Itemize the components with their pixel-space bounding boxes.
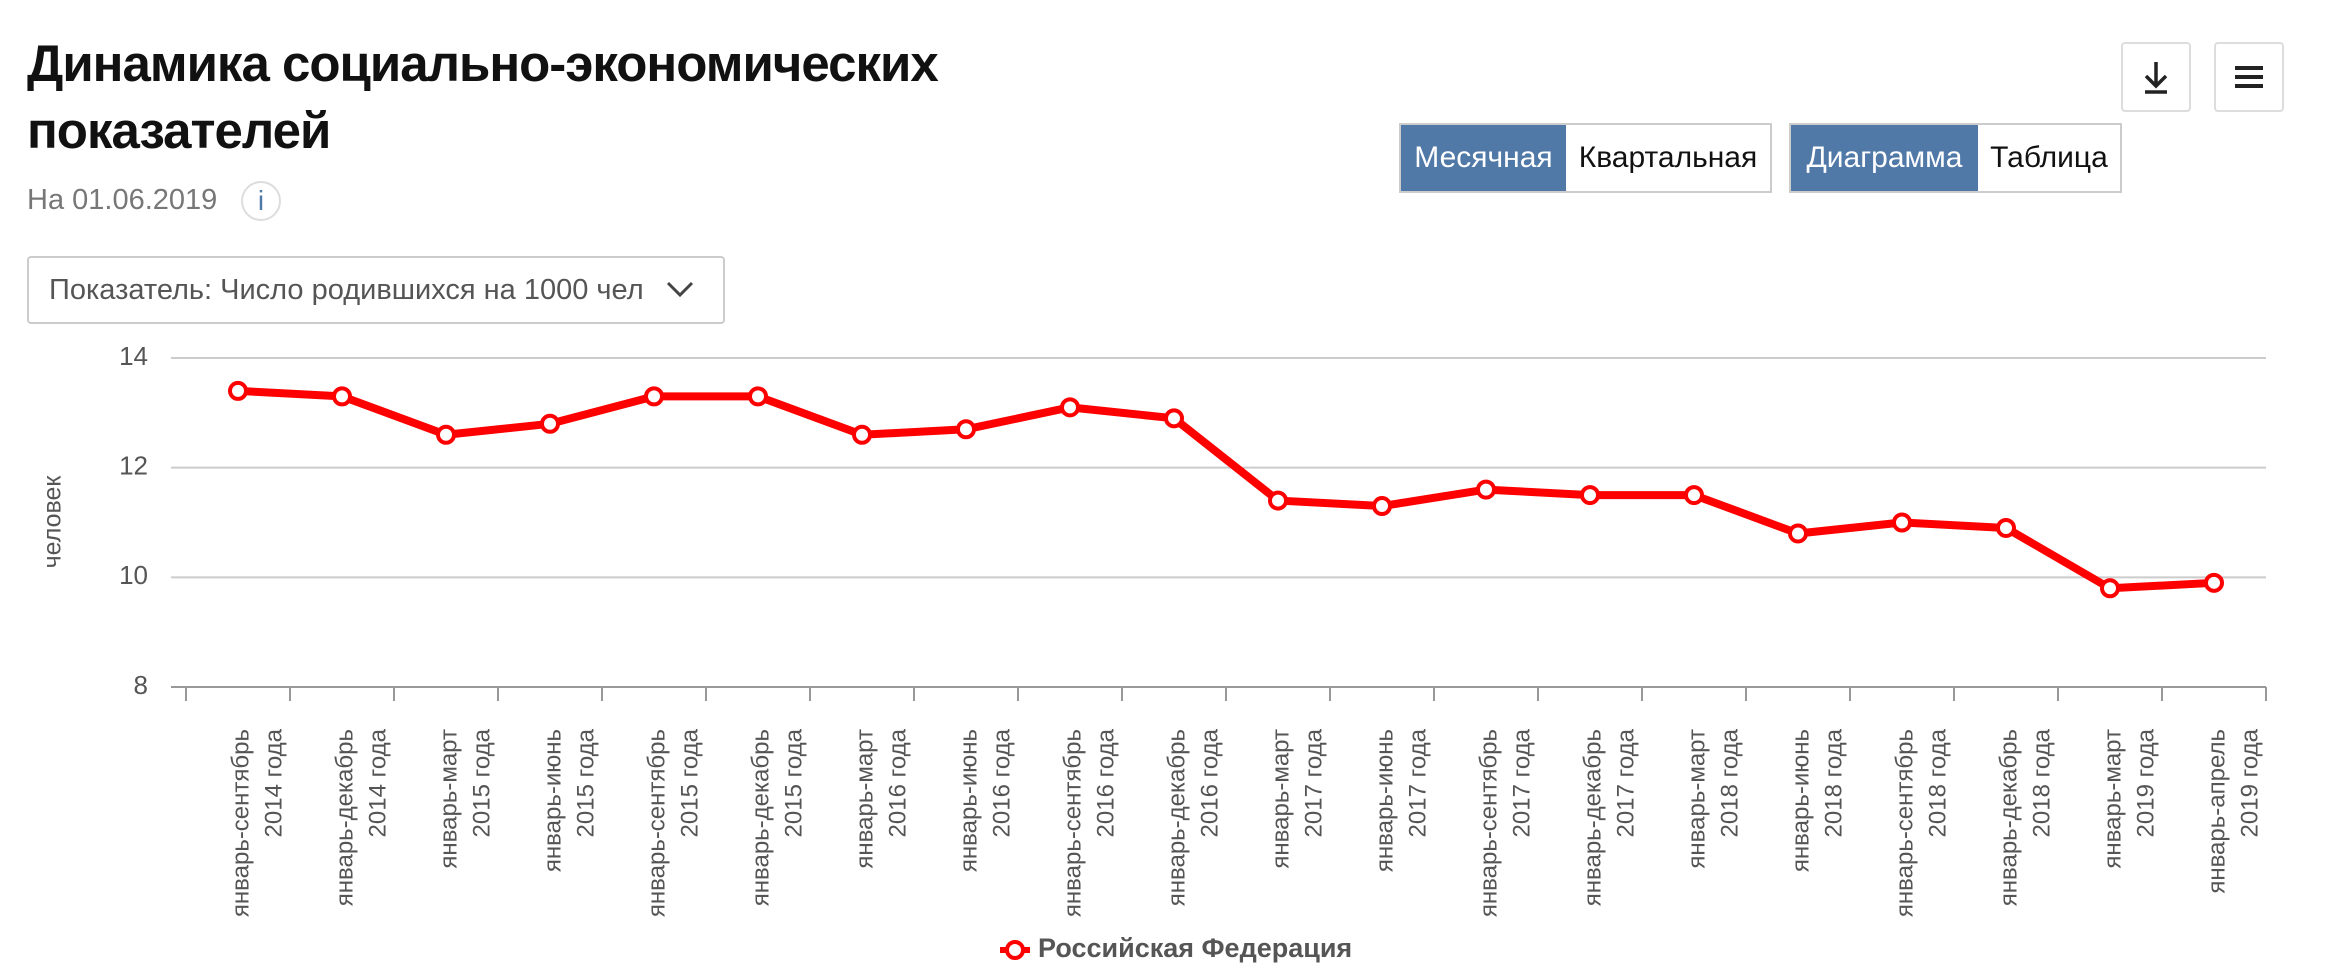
x-tick-label: январь-декабрь — [331, 729, 358, 906]
menu-button[interactable] — [2214, 42, 2284, 112]
point — [956, 419, 976, 440]
x-tick-label: январь-декабрь — [1995, 729, 2022, 906]
x-tick-label: 2017 года — [1404, 728, 1431, 837]
y-tick-label: 14 — [119, 341, 148, 371]
view-button[interactable]: Диаграмма — [1791, 125, 1978, 191]
x-tick-label: 2015 года — [572, 728, 599, 837]
x-tick-label: 2017 года — [1612, 728, 1639, 837]
point — [644, 386, 664, 407]
info-button[interactable]: i — [241, 181, 281, 221]
x-tick-label: январь-сентябрь — [227, 729, 254, 917]
x-tick-label: 2014 года — [364, 728, 391, 837]
period-button[interactable]: Квартальная — [1578, 141, 1758, 174]
point — [1788, 523, 1808, 544]
download-icon — [2144, 62, 2168, 94]
period-toggle: Месячная Квартальная — [1399, 123, 1772, 193]
x-tick-label: 2019 года — [2236, 728, 2263, 837]
x-tick-label: 2018 года — [1924, 728, 1951, 837]
x-tick-label: январь-сентябрь — [643, 729, 670, 917]
dropdown-text: Показатель: Число родившихся на 1000 чел — [49, 274, 644, 306]
point — [1892, 512, 1912, 533]
x-tick-label: 2019 года — [2132, 728, 2159, 837]
x-tick-label: 2014 года — [260, 728, 287, 837]
x-tick-label: январь-сентябрь — [1059, 729, 1086, 917]
x-tick-label: январь-июнь — [539, 729, 566, 872]
point — [332, 386, 352, 407]
point — [1060, 397, 1080, 418]
period-button[interactable]: Месячная — [1401, 125, 1566, 191]
menu-icon — [2235, 66, 2263, 88]
x-tick-label: 2015 года — [780, 728, 807, 837]
x-tick-label: январь-март — [1683, 729, 1710, 869]
x-tick-label: 2015 года — [468, 728, 495, 837]
point — [228, 380, 248, 401]
point — [1996, 517, 2016, 538]
legend-marker — [1005, 940, 1025, 960]
x-tick-label: январь-апрель — [2203, 729, 2230, 894]
x-tick-label: 2018 года — [1820, 728, 1847, 837]
x-tick-label: 2015 года — [676, 728, 703, 837]
x-tick-label: январь-декабрь — [1579, 729, 1606, 906]
x-tick-label: 2016 года — [1092, 728, 1119, 837]
x-tick-label: январь-сентябрь — [1475, 729, 1502, 917]
download-button[interactable] — [2121, 42, 2191, 112]
point — [436, 424, 456, 445]
view-toggle: Диаграмма Таблица — [1789, 123, 2122, 193]
indicator-dropdown[interactable]: Показатель: Число родившихся на 1000 чел — [27, 256, 725, 324]
x-tick-label: 2016 года — [988, 728, 1015, 837]
view-button[interactable]: Таблица — [1990, 141, 2108, 174]
point — [748, 386, 768, 407]
point — [2100, 578, 2120, 599]
x-tick-label: январь-декабрь — [1163, 729, 1190, 906]
point — [1164, 408, 1184, 429]
chevron — [666, 281, 694, 298]
x-tick-label: 2018 года — [2028, 728, 2055, 837]
x-tick-label: 2017 года — [1508, 728, 1535, 837]
point — [2204, 572, 2224, 593]
point — [1476, 479, 1496, 500]
x-tick-label: 2016 года — [1196, 728, 1223, 837]
x-tick-label: январь-март — [851, 729, 878, 869]
x-tick-label: январь-июнь — [1371, 729, 1398, 872]
x-tick-label: январь-июнь — [955, 729, 982, 872]
x-tick-label: 2016 года — [884, 728, 911, 837]
point — [540, 413, 560, 434]
y-tick-label: 12 — [119, 451, 148, 481]
x-tick-label: январь-март — [1267, 729, 1294, 869]
y-axis-label: человек — [39, 475, 67, 569]
point — [1372, 496, 1392, 517]
x-tick-label: январь-декабрь — [747, 729, 774, 906]
point — [1580, 485, 1600, 506]
page-title: Динамика социально-экономических показат… — [27, 35, 939, 159]
x-tick-label: январь-сентябрь — [1891, 729, 1918, 917]
point — [1684, 485, 1704, 506]
point — [852, 424, 872, 445]
y-tick-label: 8 — [134, 670, 148, 700]
point — [1268, 490, 1288, 511]
x-tick-label: январь-июнь — [1787, 729, 1814, 872]
y-tick-label: 10 — [119, 560, 148, 590]
date: На 01.06.2019 — [27, 184, 218, 216]
x-tick-label: январь-март — [435, 729, 462, 869]
x-tick-label: 2017 года — [1300, 728, 1327, 837]
series-line — [237, 386, 2215, 593]
x-tick-label: 2018 года — [1716, 728, 1743, 837]
legend-label: Российская Федерация — [1038, 933, 1352, 963]
x-tick-label: январь-март — [2099, 729, 2126, 869]
